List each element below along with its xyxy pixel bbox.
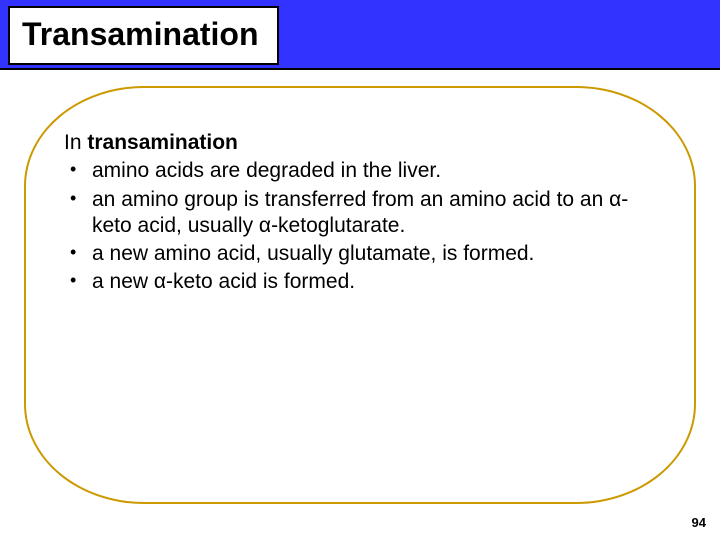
bullet-list: amino acids are degraded in the liver. a… [64, 158, 664, 295]
header-underline [0, 68, 720, 70]
slide-title: Transamination [22, 16, 259, 53]
intro-bold: transamination [87, 131, 238, 154]
page-number: 94 [692, 515, 706, 530]
list-item: amino acids are degraded in the liver. [64, 158, 664, 184]
list-item: a new amino acid, usually glutamate, is … [64, 241, 664, 267]
content-area: In transamination amino acids are degrad… [64, 130, 664, 298]
title-box: Transamination [8, 6, 279, 65]
list-item: an amino group is transferred from an am… [64, 187, 664, 240]
list-item: a new α-keto acid is formed. [64, 269, 664, 295]
intro-prefix: In [64, 131, 87, 154]
intro-line: In transamination [64, 130, 664, 156]
